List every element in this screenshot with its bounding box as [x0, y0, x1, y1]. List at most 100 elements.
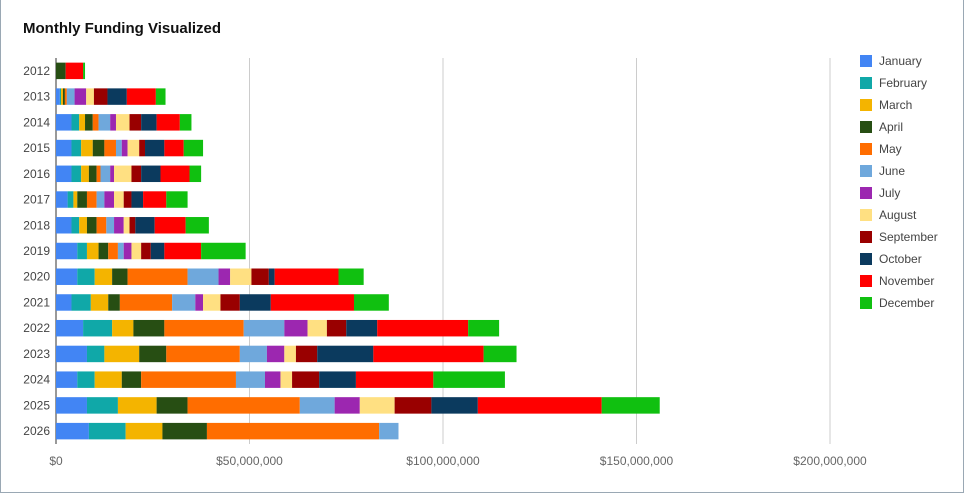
- bar-segment[interactable]: [131, 165, 142, 183]
- bar-segment[interactable]: [115, 139, 122, 157]
- bar-segment[interactable]: [139, 139, 146, 157]
- bar-segment[interactable]: [56, 294, 72, 311]
- bar-segment[interactable]: [187, 268, 219, 285]
- bar-segment[interactable]: [110, 165, 115, 183]
- bar-segment[interactable]: [56, 397, 87, 414]
- bar-segment[interactable]: [56, 371, 78, 388]
- bar-segment[interactable]: [92, 139, 105, 157]
- bar-segment[interactable]: [338, 268, 364, 285]
- bar-segment[interactable]: [359, 397, 395, 414]
- bar-segment[interactable]: [104, 139, 116, 157]
- bar-segment[interactable]: [56, 268, 78, 285]
- bar-segment[interactable]: [104, 345, 140, 363]
- bar-segment[interactable]: [135, 217, 155, 234]
- bar-segment[interactable]: [79, 217, 87, 234]
- bar-segment[interactable]: [280, 371, 293, 388]
- bar-segment[interactable]: [131, 191, 144, 208]
- bar-segment[interactable]: [150, 242, 165, 260]
- bar-segment[interactable]: [71, 139, 82, 157]
- bar-segment[interactable]: [183, 139, 204, 157]
- bar-segment[interactable]: [141, 165, 161, 183]
- bar-segment[interactable]: [141, 242, 151, 260]
- bar-segment[interactable]: [601, 397, 660, 414]
- bar-segment[interactable]: [164, 242, 202, 260]
- bar-segment[interactable]: [164, 319, 244, 337]
- bar-segment[interactable]: [73, 191, 78, 208]
- bar-segment[interactable]: [179, 114, 192, 131]
- bar-segment[interactable]: [86, 242, 99, 260]
- bar-segment[interactable]: [394, 397, 432, 414]
- bar-segment[interactable]: [56, 217, 72, 234]
- bar-segment[interactable]: [203, 294, 221, 311]
- bar-segment[interactable]: [98, 242, 109, 260]
- bar-segment[interactable]: [239, 294, 271, 311]
- bar-segment[interactable]: [166, 191, 188, 208]
- bar-segment[interactable]: [129, 217, 136, 234]
- bar-segment[interactable]: [270, 294, 354, 311]
- bar-segment[interactable]: [56, 114, 72, 131]
- bar-segment[interactable]: [483, 345, 517, 363]
- bar-segment[interactable]: [235, 371, 265, 388]
- bar-segment[interactable]: [139, 345, 167, 363]
- bar-segment[interactable]: [108, 242, 118, 260]
- bar-segment[interactable]: [85, 114, 93, 131]
- bar-segment[interactable]: [86, 345, 105, 363]
- bar-segment[interactable]: [131, 242, 142, 260]
- bar-segment[interactable]: [77, 191, 87, 208]
- bar-segment[interactable]: [96, 217, 107, 234]
- bar-segment[interactable]: [268, 268, 275, 285]
- bar-segment[interactable]: [143, 191, 167, 208]
- bar-segment[interactable]: [119, 294, 173, 311]
- bar-segment[interactable]: [86, 397, 118, 414]
- bar-segment[interactable]: [129, 114, 142, 131]
- bar-segment[interactable]: [307, 319, 327, 337]
- bar-segment[interactable]: [121, 139, 128, 157]
- bar-segment[interactable]: [112, 268, 128, 285]
- bar-segment[interactable]: [117, 242, 124, 260]
- bar-segment[interactable]: [239, 345, 267, 363]
- bar-segment[interactable]: [90, 294, 109, 311]
- bar-segment[interactable]: [185, 217, 209, 234]
- bar-segment[interactable]: [156, 397, 188, 414]
- bar-segment[interactable]: [145, 139, 165, 157]
- bar-segment[interactable]: [266, 345, 285, 363]
- bar-segment[interactable]: [77, 268, 95, 285]
- bar-segment[interactable]: [166, 345, 240, 363]
- bar-segment[interactable]: [71, 165, 82, 183]
- bar-segment[interactable]: [86, 88, 94, 105]
- bar-segment[interactable]: [56, 319, 84, 337]
- bar-segment[interactable]: [96, 191, 105, 208]
- bar-segment[interactable]: [107, 88, 127, 105]
- bar-segment[interactable]: [71, 294, 91, 311]
- bar-segment[interactable]: [141, 371, 236, 388]
- bar-segment[interactable]: [160, 165, 190, 183]
- bar-segment[interactable]: [94, 268, 113, 285]
- bar-segment[interactable]: [377, 319, 469, 337]
- bar-segment[interactable]: [83, 319, 113, 337]
- bar-segment[interactable]: [71, 114, 80, 131]
- bar-segment[interactable]: [201, 242, 246, 260]
- bar-segment[interactable]: [96, 165, 101, 183]
- bar-segment[interactable]: [206, 422, 380, 440]
- bar-segment[interactable]: [317, 345, 374, 363]
- bar-segment[interactable]: [155, 88, 166, 105]
- bar-segment[interactable]: [71, 217, 80, 234]
- bar-segment[interactable]: [123, 191, 132, 208]
- bar-segment[interactable]: [433, 371, 505, 388]
- bar-segment[interactable]: [100, 165, 111, 183]
- bar-segment[interactable]: [81, 165, 89, 183]
- bar-segment[interactable]: [334, 397, 360, 414]
- bar-segment[interactable]: [218, 268, 231, 285]
- bar-segment[interactable]: [127, 139, 140, 157]
- bar-segment[interactable]: [477, 397, 602, 414]
- bar-segment[interactable]: [125, 422, 163, 440]
- bar-segment[interactable]: [110, 114, 116, 131]
- bar-segment[interactable]: [92, 114, 99, 131]
- bar-segment[interactable]: [164, 139, 184, 157]
- bar-segment[interactable]: [64, 88, 67, 105]
- bar-segment[interactable]: [56, 345, 87, 363]
- bar-segment[interactable]: [81, 139, 93, 157]
- bar-segment[interactable]: [62, 88, 65, 105]
- bar-segment[interactable]: [299, 397, 335, 414]
- bar-segment[interactable]: [114, 165, 132, 183]
